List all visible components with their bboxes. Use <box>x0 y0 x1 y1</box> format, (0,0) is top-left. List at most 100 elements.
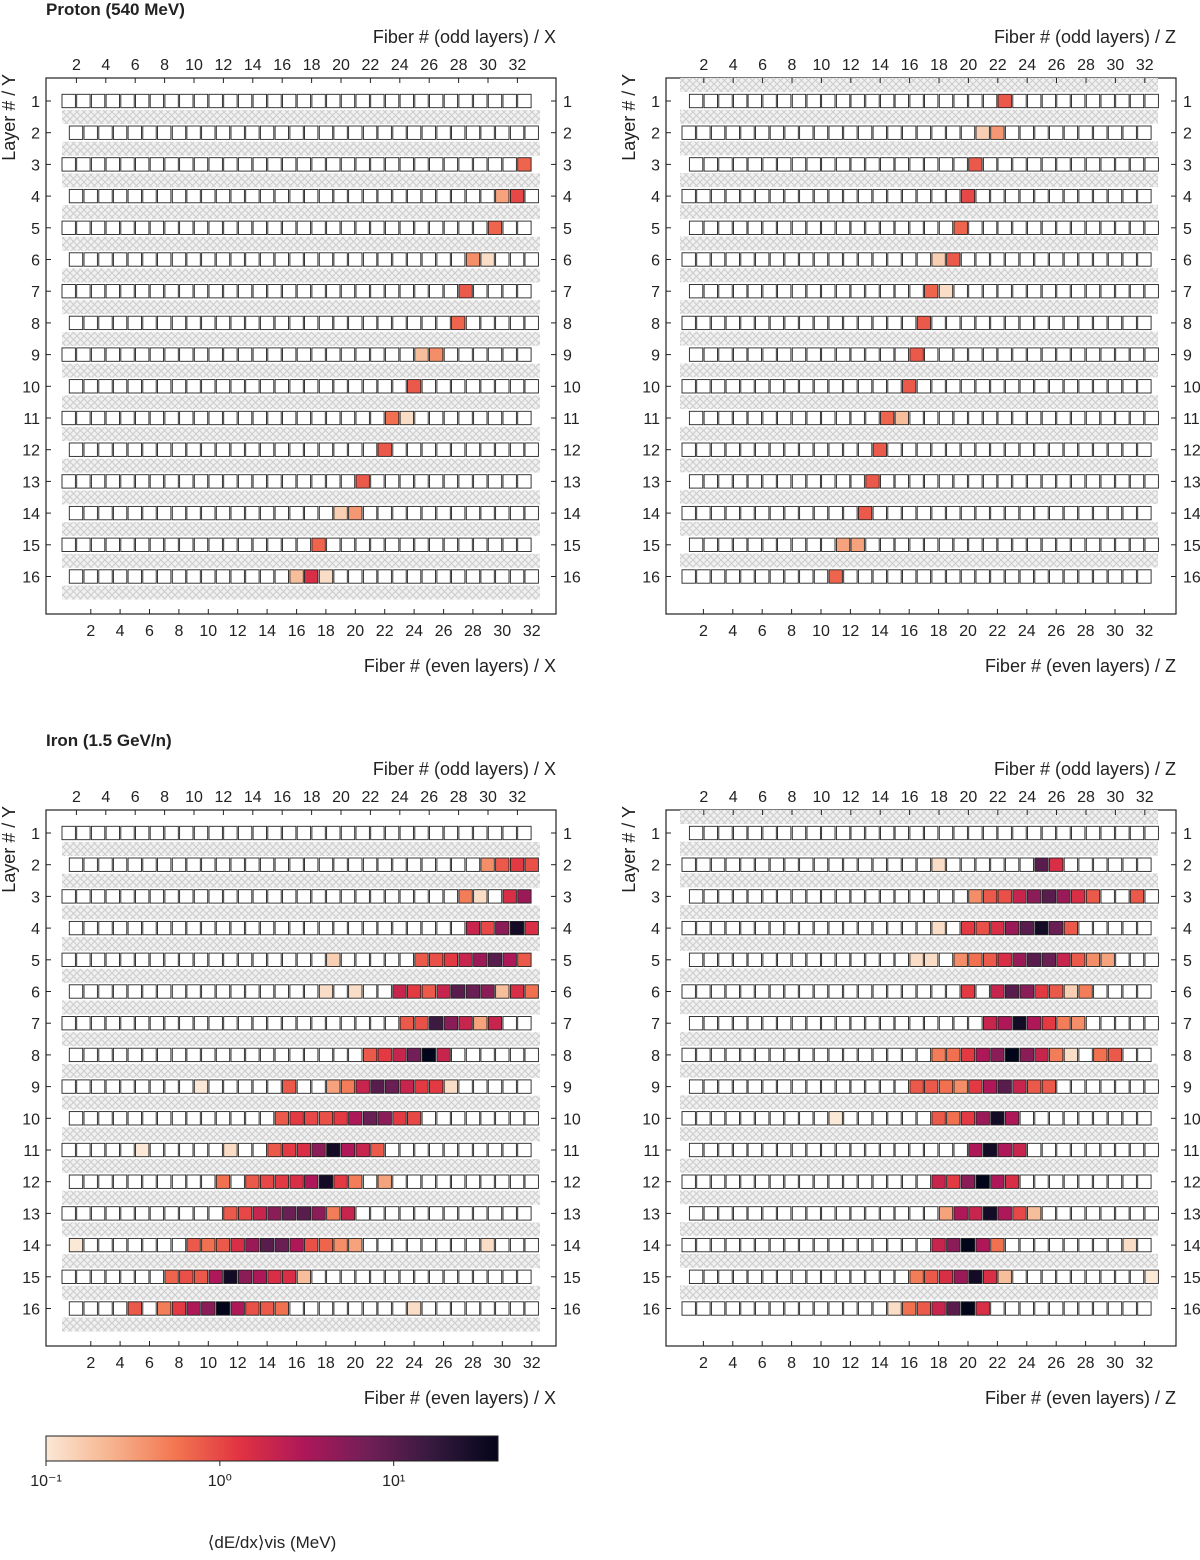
fiber-cell <box>193 537 209 552</box>
fiber-cell <box>112 1301 128 1316</box>
fiber-cell <box>806 284 821 299</box>
fiber-cell <box>688 537 704 552</box>
fiber-cell-hit <box>429 1016 444 1031</box>
fiber-tick-label-top: 32 <box>1136 57 1154 74</box>
fiber-cell <box>127 920 142 936</box>
fiber-cell <box>429 410 444 426</box>
fiber-cell <box>436 379 451 394</box>
layer-label-right: 8 <box>1183 1048 1192 1065</box>
fiber-tick-label-top: 20 <box>960 789 978 806</box>
fiber-cell <box>333 920 348 936</box>
fiber-cell <box>1019 569 1034 584</box>
fiber-cell <box>718 1079 733 1094</box>
fiber-cell <box>1122 857 1137 872</box>
fiber-cell <box>76 284 91 299</box>
fiber-cell <box>237 1142 253 1158</box>
fiber-cell <box>326 347 341 362</box>
fiber-cell <box>710 1301 726 1316</box>
fiber-cell <box>282 157 297 172</box>
fiber-cell <box>1034 569 1049 584</box>
fiber-cell <box>171 1111 187 1126</box>
fiber-cell-hit <box>1034 920 1049 936</box>
fiber-cell <box>487 1079 503 1094</box>
fiber-cell <box>880 952 895 967</box>
fiber-cell <box>718 825 733 841</box>
fiber-cell <box>791 157 807 172</box>
fiber-cell-hit <box>274 1174 289 1189</box>
fiber-cell-hit <box>230 1301 245 1316</box>
fiber-tick-label-bottom: 4 <box>116 623 125 640</box>
fiber-cell <box>703 1079 718 1094</box>
fiber-cell <box>725 188 740 204</box>
fiber-cell <box>975 569 990 584</box>
fiber-cell <box>384 1016 400 1031</box>
fiber-cell <box>223 1079 238 1094</box>
fiber-cell <box>938 889 954 904</box>
fiber-cell <box>843 984 858 999</box>
fiber-cell <box>747 347 762 362</box>
fiber-cell <box>429 1142 444 1158</box>
layer-label-left: 3 <box>651 889 660 906</box>
fiber-cell <box>924 1206 939 1221</box>
fiber-cell <box>362 379 378 394</box>
fiber-cell <box>105 474 120 489</box>
fiber-cell <box>688 1206 704 1221</box>
fiber-cell <box>179 1016 194 1031</box>
fiber-cell <box>718 410 733 426</box>
fiber-cell <box>953 1016 968 1031</box>
fiber-cell-hit <box>223 1142 238 1158</box>
fiber-cell <box>112 125 128 140</box>
fiber-cell <box>1049 1174 1064 1189</box>
fiber-cell <box>443 1269 459 1284</box>
fiber-cell <box>245 984 260 999</box>
fiber-cell <box>83 505 98 521</box>
fiber-cell <box>997 537 1012 552</box>
fiber-cell <box>421 125 436 140</box>
fiber-cell <box>193 410 209 426</box>
fiber-cell <box>843 379 858 394</box>
fiber-tick-label-bottom: 24 <box>405 1355 423 1372</box>
fiber-cell <box>1107 442 1123 457</box>
fiber-cell <box>1100 93 1115 109</box>
layer-label-left: 10 <box>642 379 660 396</box>
fiber-cell <box>762 952 777 967</box>
fiber-cell <box>179 410 194 426</box>
fiber-cell <box>1100 474 1115 489</box>
fiber-tick-label-top: 14 <box>871 57 889 74</box>
fiber-cell <box>1137 1174 1152 1189</box>
fiber-cell <box>495 1111 510 1126</box>
fiber-cell <box>237 1079 253 1094</box>
fiber-cell <box>872 1237 887 1253</box>
fiber-cell <box>953 825 968 841</box>
fiber-tick-label-bottom: 18 <box>317 1355 335 1372</box>
fiber-cell-hit <box>237 1269 253 1284</box>
fiber-cell <box>355 952 370 967</box>
fiber-cell <box>755 252 770 267</box>
fiber-cell <box>230 125 245 140</box>
fiber-cell <box>740 125 755 140</box>
fiber-tick-label-top: 20 <box>332 789 350 806</box>
fiber-cell <box>377 1237 392 1253</box>
fiber-tick-label-top: 2 <box>699 57 708 74</box>
fiber-cell <box>421 505 436 521</box>
fiber-cell <box>902 1111 917 1126</box>
fiber-cell <box>703 537 718 552</box>
fiber-cell <box>1100 1016 1115 1031</box>
fiber-cell <box>135 284 150 299</box>
fiber-cell <box>806 889 821 904</box>
fiber-cell <box>710 857 726 872</box>
fiber-cell <box>149 347 165 362</box>
fiber-cell <box>931 569 946 584</box>
fiber-cell <box>1027 93 1042 109</box>
hatch-strip <box>62 268 540 283</box>
fiber-cell-hit <box>1049 984 1064 999</box>
fiber-cell-hit <box>201 1237 216 1253</box>
fiber-cell <box>68 1301 84 1316</box>
fiber-cell <box>502 1206 517 1221</box>
fiber-cell <box>990 379 1005 394</box>
fiber-cell <box>1063 569 1079 584</box>
fiber-cell <box>135 347 150 362</box>
fiber-cell <box>857 252 873 267</box>
fiber-cell <box>1019 125 1034 140</box>
fiber-tick-label-top: 32 <box>509 789 527 806</box>
